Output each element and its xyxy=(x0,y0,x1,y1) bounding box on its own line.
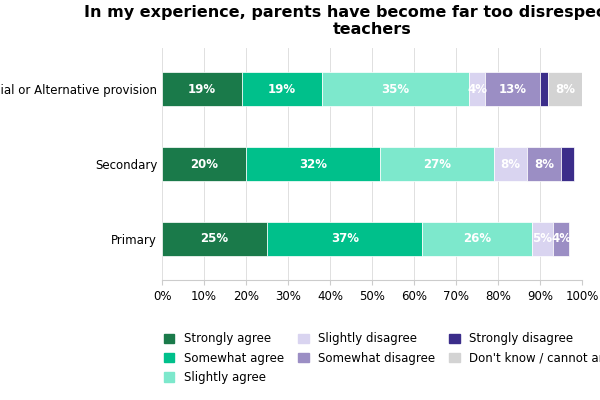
Bar xyxy=(532,222,553,256)
Bar xyxy=(162,147,246,181)
Title: In my experience, parents have become far too disrespectful of
teachers: In my experience, parents have become fa… xyxy=(83,5,600,37)
Bar xyxy=(162,222,267,256)
Text: 27%: 27% xyxy=(423,158,451,170)
Text: 8%: 8% xyxy=(555,83,575,96)
Bar xyxy=(494,147,527,181)
Bar xyxy=(246,147,380,181)
Legend: Strongly agree, Somewhat agree, Slightly agree, Slightly disagree, Somewhat disa: Strongly agree, Somewhat agree, Slightly… xyxy=(164,332,600,384)
Bar xyxy=(322,72,469,106)
Text: 13%: 13% xyxy=(499,83,527,96)
Text: 32%: 32% xyxy=(299,158,327,170)
Text: 4%: 4% xyxy=(467,83,487,96)
Text: 26%: 26% xyxy=(463,232,491,245)
Text: 37%: 37% xyxy=(331,232,359,245)
Text: 5%: 5% xyxy=(532,232,552,245)
Bar xyxy=(548,72,582,106)
Bar xyxy=(553,222,569,256)
Bar xyxy=(242,72,322,106)
Text: 8%: 8% xyxy=(500,158,521,170)
Text: 35%: 35% xyxy=(381,83,409,96)
Text: 4%: 4% xyxy=(551,232,571,245)
Bar xyxy=(561,147,574,181)
Bar xyxy=(267,222,422,256)
Bar xyxy=(540,72,548,106)
Bar xyxy=(380,147,494,181)
Text: 19%: 19% xyxy=(188,83,216,96)
Bar xyxy=(485,72,540,106)
Text: 20%: 20% xyxy=(190,158,218,170)
Text: 8%: 8% xyxy=(534,158,554,170)
Bar xyxy=(162,72,242,106)
Bar xyxy=(527,147,561,181)
Bar xyxy=(422,222,532,256)
Text: 25%: 25% xyxy=(200,232,229,245)
Text: 19%: 19% xyxy=(268,83,296,96)
Bar xyxy=(469,72,485,106)
